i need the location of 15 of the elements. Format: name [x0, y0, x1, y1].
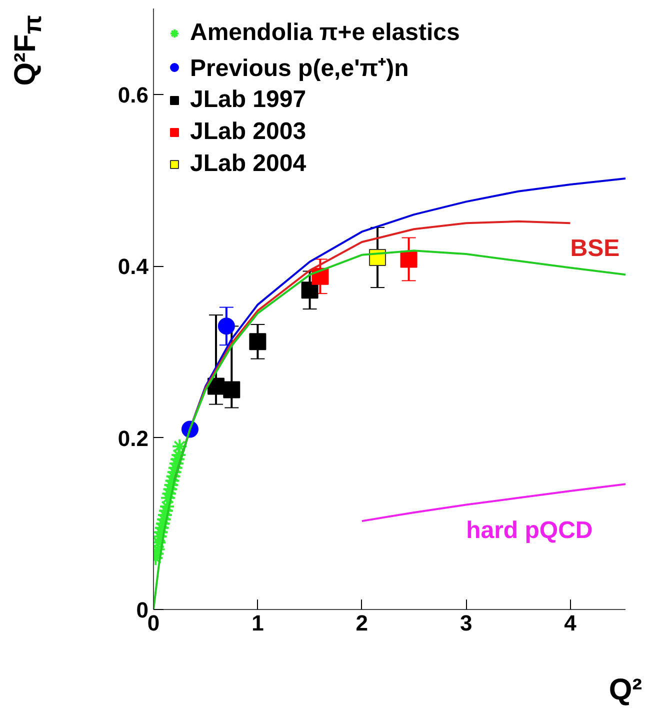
y-tick-label: 0.4 [118, 254, 150, 280]
legend-label: Amendolia π+e elastics [190, 18, 460, 48]
y-tick-label: 0.2 [118, 426, 149, 451]
x-tick-label: 1 [252, 610, 264, 636]
x-tick-label: 4 [564, 610, 578, 636]
annotation: BSE [570, 235, 620, 262]
legend-label: Previous p(e,e'π⁺)n [190, 54, 409, 83]
x-tick-label: 3 [460, 610, 472, 636]
annotation: hard pQCD [466, 516, 593, 544]
x-axis-title: Q² [608, 674, 642, 706]
legend-label: JLab 2003 [190, 117, 306, 147]
y-tick-label: 0.6 [118, 82, 149, 108]
x-tick-label: 2 [356, 610, 368, 636]
legend-label: JLab 1997 [190, 85, 306, 115]
legend-label: JLab 2004 [190, 149, 306, 179]
